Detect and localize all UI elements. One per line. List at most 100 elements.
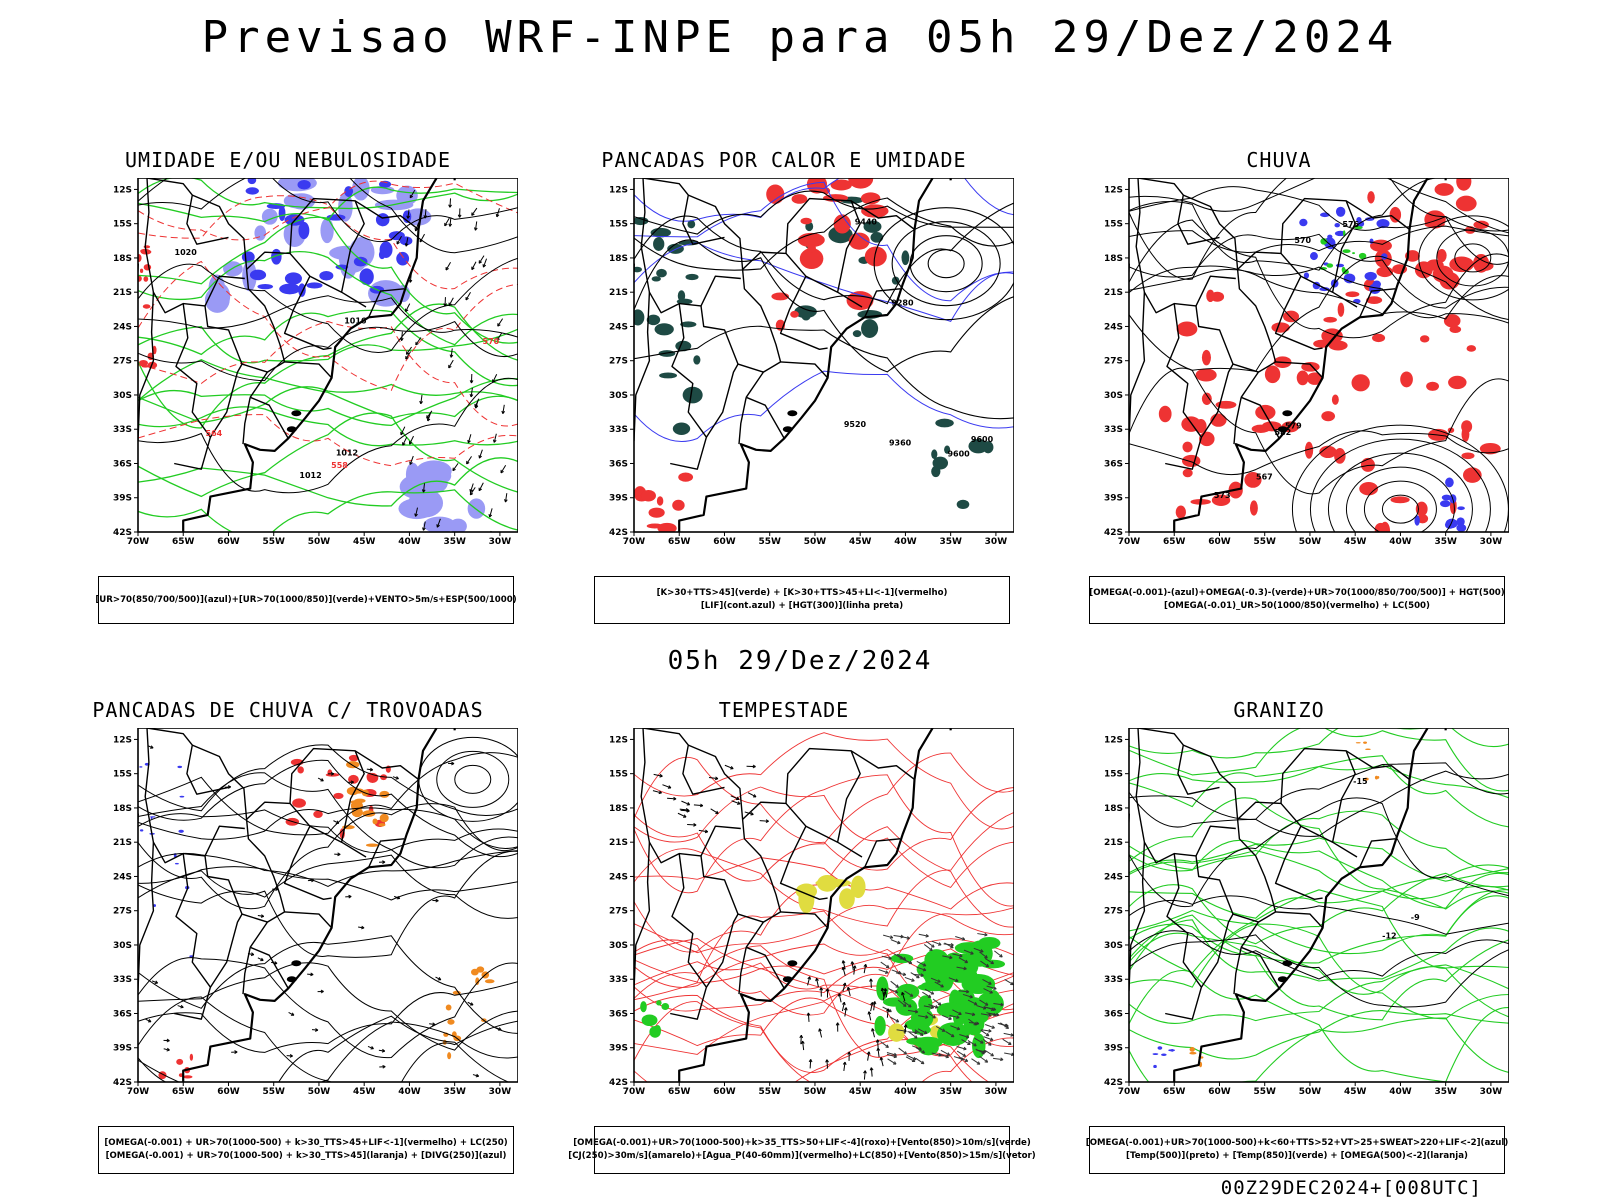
field-blob	[379, 790, 390, 798]
contour-line	[1309, 438, 1491, 532]
field-blob	[1456, 517, 1465, 527]
lon-tick-label: 55W	[1253, 1087, 1276, 1097]
field-blob	[1473, 220, 1489, 230]
wind-vector-head	[930, 991, 935, 995]
wind-vector	[449, 217, 452, 227]
field-blob	[179, 795, 185, 798]
wind-vector	[809, 1059, 812, 1069]
coastline-layer	[138, 728, 456, 1082]
field-blob	[1355, 742, 1361, 744]
lon-tick-label: 65W	[1163, 1087, 1186, 1097]
contour-label: 1012	[336, 448, 358, 457]
wind-vector	[826, 1059, 829, 1069]
coastline-layer	[634, 728, 952, 1082]
contour-line	[634, 857, 1014, 910]
lat-tick-label: 12S	[609, 185, 628, 195]
wind-vector	[396, 235, 402, 245]
map-frame	[633, 178, 1014, 533]
wind-vector	[449, 198, 452, 208]
field-blob	[1434, 183, 1454, 196]
wind-vector-head	[478, 455, 482, 459]
wind-vector-head	[348, 894, 352, 899]
lat-tick-label: 24S	[113, 872, 132, 882]
field-blob	[379, 813, 389, 823]
contour-line	[138, 752, 518, 836]
lon-tick-label: 35W	[443, 1087, 466, 1097]
field-blob	[1367, 191, 1375, 204]
lon-tick-label: 30W	[985, 537, 1008, 547]
field-blob	[680, 321, 697, 328]
field-blob	[297, 766, 304, 774]
wind-vector	[452, 463, 459, 471]
field-blob	[1419, 335, 1430, 343]
contour-line	[1129, 430, 1509, 475]
wind-vector-head	[841, 960, 846, 964]
wind-vector	[986, 985, 997, 990]
field-blob	[1310, 252, 1318, 261]
wind-vector	[496, 208, 500, 217]
wind-vector	[844, 1007, 847, 1017]
wind-vector	[405, 237, 409, 247]
wind-vector	[958, 990, 969, 993]
wind-vector	[409, 189, 416, 199]
contour-label: 570	[1294, 236, 1311, 245]
forecast-time-label: 05h 29/Dez/2024	[667, 646, 933, 676]
wind-vector-head	[937, 1002, 942, 1006]
contour-line	[1129, 233, 1509, 309]
wind-vector-head	[940, 984, 944, 988]
wind-vector	[868, 1011, 872, 1021]
wind-vector	[450, 348, 453, 358]
field-blob	[1374, 775, 1379, 780]
contour-line	[138, 325, 518, 364]
wind-vector-head	[922, 963, 927, 967]
field-blob	[1251, 424, 1270, 433]
wind-vector	[926, 1011, 936, 1019]
coastline-layer	[138, 178, 456, 532]
field-blob	[1201, 392, 1212, 405]
field-blob	[1157, 1046, 1163, 1050]
wind-vector-head	[686, 801, 691, 806]
lat-tick-label: 39S	[1104, 1044, 1123, 1054]
wind-vector	[901, 992, 906, 1002]
legend-box: [OMEGA(-0.001)+UR>70(1000-500)+k<60+TTS>…	[1086, 1126, 1508, 1174]
wind-vector-head	[335, 820, 340, 824]
contour-line	[138, 383, 518, 424]
wind-vector-head	[895, 984, 899, 988]
field-blob	[1320, 238, 1328, 245]
wind-vector-head	[409, 461, 413, 465]
lat-tick-label: 21S	[609, 838, 628, 848]
contour-line	[1327, 452, 1473, 532]
field-blob	[1152, 1053, 1159, 1055]
wind-vector	[984, 1006, 995, 1011]
wind-vector	[963, 949, 974, 955]
contour-line	[454, 764, 492, 794]
wind-vector-head	[310, 972, 314, 977]
lat-tick-label: 27S	[609, 357, 628, 367]
wind-vector-head	[929, 947, 933, 951]
field-blob	[1363, 741, 1367, 744]
wind-vector	[415, 222, 420, 232]
wind-vector-head	[956, 1026, 961, 1031]
wind-vector	[928, 1004, 939, 1009]
wind-vector-head	[931, 944, 935, 948]
lat-tick-label: 39S	[1104, 494, 1123, 504]
wind-vector-head	[927, 994, 932, 998]
wind-vector	[980, 1029, 990, 1037]
field-blob	[687, 219, 696, 229]
wind-vector-head	[984, 1059, 989, 1063]
wind-vector	[847, 987, 851, 997]
wind-vector-head	[938, 1053, 942, 1057]
wind-vector-head	[869, 978, 873, 982]
wind-vector	[895, 972, 906, 976]
wind-vector	[653, 773, 663, 777]
field-blob	[1195, 419, 1207, 434]
wind-vector-head	[1010, 981, 1014, 986]
wind-vector	[956, 966, 967, 970]
field-blob	[139, 829, 144, 832]
wind-vector	[465, 291, 471, 301]
lake	[1282, 410, 1293, 417]
contour-line	[634, 752, 1014, 882]
contour-line	[634, 190, 1014, 235]
